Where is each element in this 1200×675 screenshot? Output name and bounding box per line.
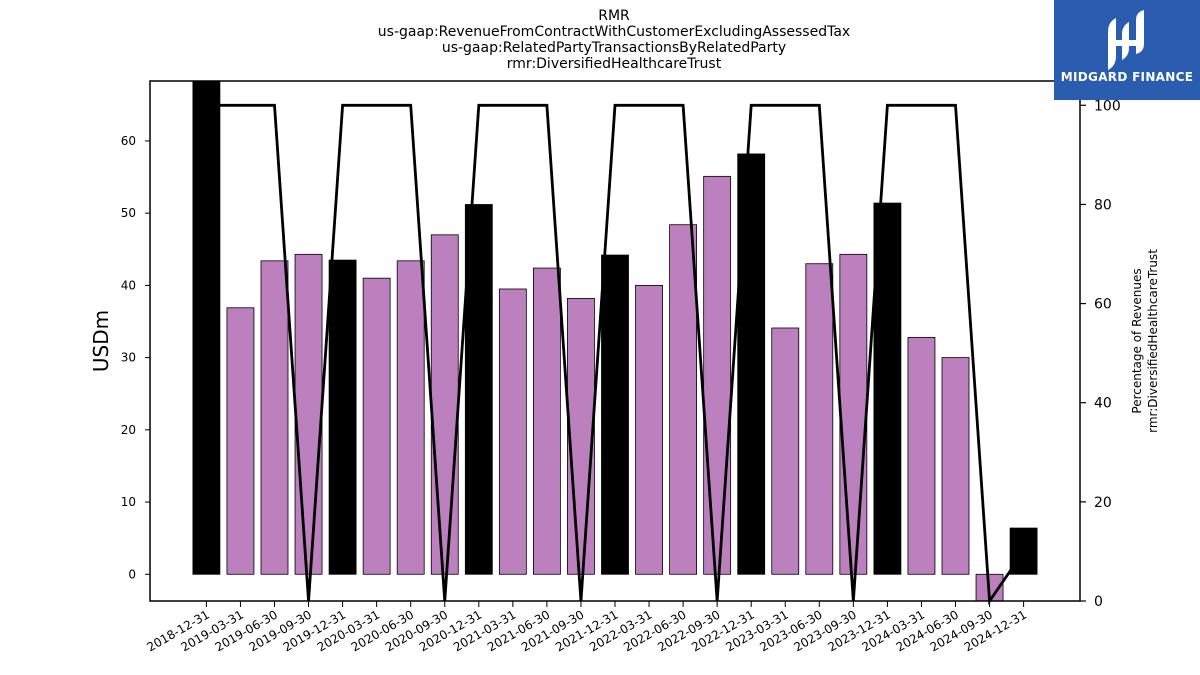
x-axis: 2018-12-312019-03-312019-06-302019-09-30… — [144, 601, 1029, 654]
chart-title-line: us-gaap:RelatedPartyTransactionsByRelate… — [442, 40, 786, 56]
bar-highlight — [601, 254, 629, 575]
chart-title: RMR us-gaap:RevenueFromContractWithCusto… — [378, 8, 850, 72]
y2-axis-label-line: Percentage of Revenues — [1130, 268, 1144, 413]
chart-title-line: RMR — [598, 8, 630, 24]
bar — [669, 224, 697, 575]
bar-highlight — [873, 202, 902, 575]
bar — [771, 327, 800, 575]
logo-text: MIDGARD FINANCE — [1060, 70, 1194, 84]
y2-axis-label-line: rmr:DiversifiedHealthcareTrust — [1146, 249, 1160, 433]
y-tick-label: 40 — [121, 278, 136, 292]
bar-highlight — [328, 259, 357, 575]
bar-highlight — [192, 80, 221, 575]
y2-tick-label: 0 — [1094, 594, 1103, 610]
percentage-line-series — [206, 103, 1025, 606]
y-tick-label: 60 — [121, 134, 136, 148]
bar-highlight — [737, 153, 766, 575]
bar — [226, 307, 255, 575]
y-axis-label: USDm — [89, 310, 113, 372]
chart-title-line: us-gaap:RevenueFromContractWithCustomerE… — [378, 24, 850, 40]
bar — [396, 260, 425, 575]
y2-tick-label: 20 — [1094, 495, 1112, 511]
bar-series — [192, 80, 1038, 602]
bar — [260, 260, 289, 575]
y2-tick-label: 40 — [1094, 396, 1112, 412]
midgard-finance-logo: MIDGARD FINANCE — [1054, 0, 1200, 100]
bar — [907, 336, 936, 575]
y-tick-label: 0 — [128, 567, 136, 581]
y2-tick-label: 80 — [1094, 197, 1112, 213]
bar — [703, 175, 732, 575]
y-tick-label: 10 — [121, 495, 136, 509]
y2-tick-label: 100 — [1094, 98, 1121, 114]
chart-title-line: rmr:DiversifiedHealthcareTrust — [507, 56, 722, 72]
percentage-line — [206, 103, 1025, 606]
bar — [362, 277, 391, 575]
bar — [430, 234, 459, 575]
bar — [635, 284, 663, 575]
left-y-axis: 0 10 20 30 40 50 60 — [121, 134, 150, 581]
midgard-logo-icon — [1108, 10, 1144, 70]
y-tick-label: 30 — [121, 351, 136, 365]
y-tick-label: 20 — [121, 423, 136, 437]
bar — [567, 297, 595, 575]
right-y-axis: 0 20 40 60 80 100 — [1080, 98, 1121, 610]
bar — [533, 267, 561, 575]
y2-tick-label: 60 — [1094, 297, 1112, 313]
bar — [498, 288, 527, 575]
y-tick-label: 50 — [121, 206, 136, 220]
bar-highlight — [464, 204, 493, 575]
bar — [941, 357, 970, 575]
bar — [839, 253, 868, 575]
bar — [805, 263, 834, 575]
bar — [294, 253, 323, 575]
